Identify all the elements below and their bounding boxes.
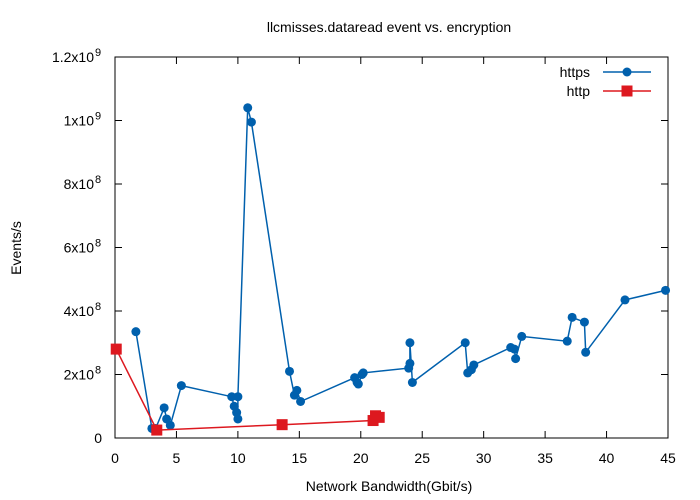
data-point-https [469, 360, 479, 370]
data-point-https [407, 377, 417, 387]
data-point-https [233, 392, 243, 402]
x-tick-label: 35 [537, 450, 553, 466]
legend-label-https: https [560, 64, 590, 80]
data-point-http [276, 419, 288, 431]
data-point-https [405, 358, 415, 368]
data-point-https [620, 295, 630, 305]
data-point-https [243, 103, 253, 113]
data-point-https [176, 381, 186, 391]
x-axis-label: Network Bandwidth(Gbit/s) [306, 478, 473, 494]
data-point-http [151, 424, 163, 436]
legend: https http [560, 64, 651, 99]
y-tick-label: 1x10 [64, 113, 95, 129]
data-point-https [165, 420, 175, 430]
data-point-https [562, 336, 572, 346]
y-tick-exponent: 8 [95, 238, 101, 250]
data-point-https [517, 331, 527, 341]
plot-frame [114, 56, 669, 439]
y-tick-label: 1.2x10 [52, 49, 94, 65]
data-point-https [159, 403, 169, 413]
series-http [110, 343, 385, 436]
series-line-https [135, 107, 666, 430]
x-tick-label: 25 [414, 450, 430, 466]
series-https [131, 103, 671, 433]
x-tick-label: 20 [353, 450, 369, 466]
y-tick-exponent: 9 [95, 111, 101, 123]
y-tick-label: 8x10 [64, 176, 95, 192]
legend-marker-https [622, 67, 632, 77]
x-tick-label: 5 [173, 450, 181, 466]
legend-label-http: http [567, 83, 591, 99]
data-point-https [358, 368, 368, 378]
y-axis-label: Events/s [8, 221, 24, 275]
data-point-https [661, 285, 671, 295]
x-tick-label: 30 [476, 450, 492, 466]
data-point-http [110, 343, 122, 355]
y-tick-label: 2x10 [64, 367, 95, 383]
data-point-https [131, 327, 141, 337]
y-tick-exponent: 9 [95, 47, 101, 59]
legend-marker-http [621, 85, 633, 97]
y-tick-exponent: 8 [95, 174, 101, 186]
x-tick-label: 40 [599, 450, 615, 466]
data-point-http [373, 411, 385, 423]
x-tick-label: 45 [660, 450, 676, 466]
data-point-https [509, 344, 519, 354]
y-tick-exponent: 8 [95, 301, 101, 313]
series-layer [110, 103, 671, 436]
y-tick-label: 4x10 [64, 303, 95, 319]
data-point-https [511, 354, 521, 364]
data-point-https [460, 338, 470, 348]
data-point-https [567, 312, 577, 322]
data-point-https [285, 366, 295, 376]
data-point-https [233, 414, 243, 424]
data-point-https [292, 385, 302, 395]
data-point-https [296, 396, 306, 406]
x-tick-label: 15 [292, 450, 308, 466]
data-point-https [405, 338, 415, 348]
y-tick-exponent: 8 [95, 365, 101, 377]
series-line-http [115, 348, 380, 431]
data-point-https [246, 117, 256, 127]
data-point-https [579, 317, 589, 327]
x-tick-label: 0 [111, 450, 119, 466]
chart-title: llcmisses.dataread event vs. encryption [267, 19, 511, 35]
data-point-https [353, 379, 363, 389]
y-tick-label: 0 [94, 430, 102, 446]
x-tick-label: 10 [230, 450, 246, 466]
data-point-https [581, 347, 591, 357]
y-tick-label: 6x10 [64, 240, 95, 256]
